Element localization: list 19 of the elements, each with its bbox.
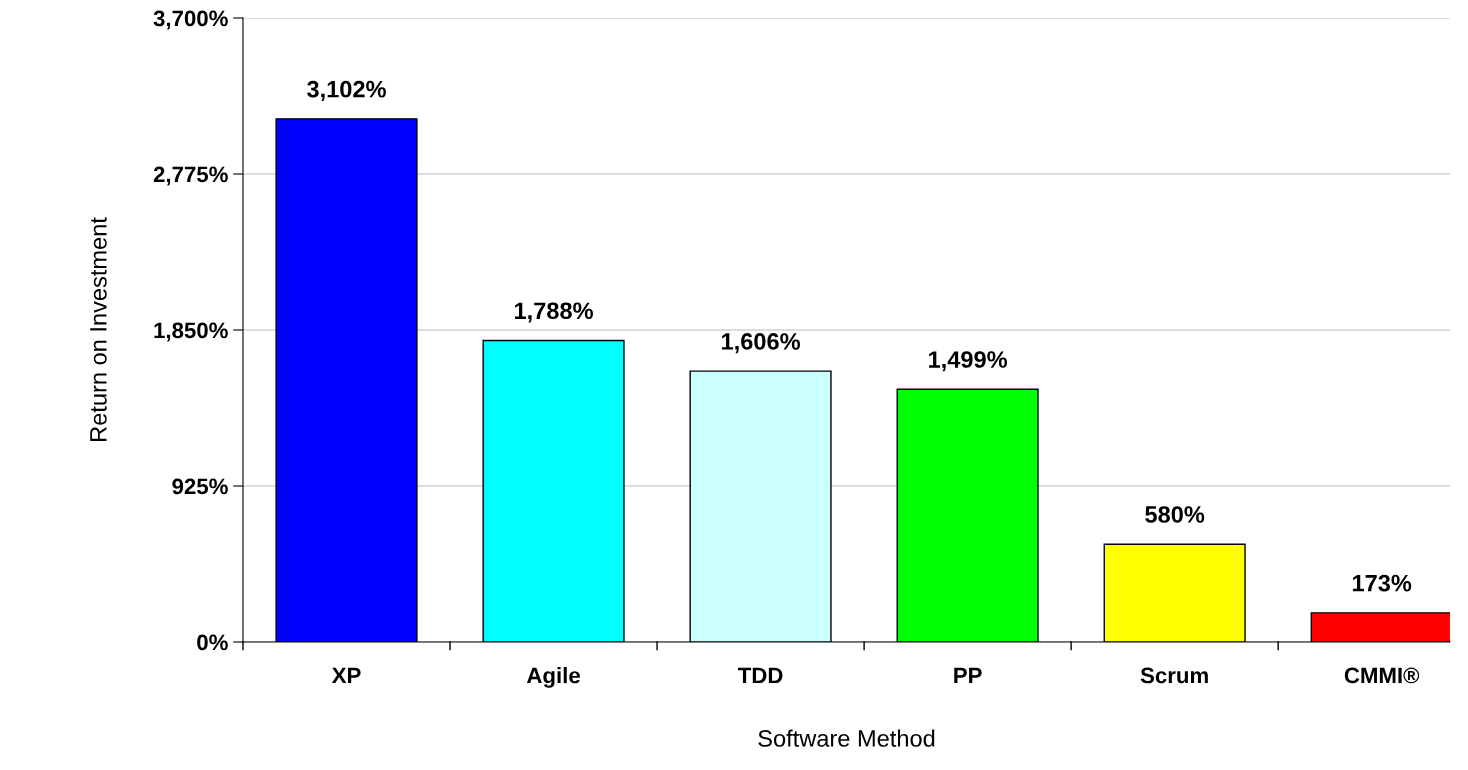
data-label: 1,499%: [929, 351, 1008, 372]
x-tick-label: TDD: [738, 667, 783, 684]
x-tick-label: CMMI®: [1344, 667, 1420, 684]
y-tick-label: 925%: [172, 478, 228, 495]
x-tick-label: XP: [331, 667, 361, 684]
x-tick-label: Scrum: [1140, 667, 1208, 684]
y-tick-label: 2,775%: [153, 166, 228, 186]
y-tick-label: 0%: [197, 634, 228, 651]
data-label: 1,606%: [722, 333, 800, 354]
data-label: 580%: [1145, 506, 1205, 523]
y-tick-label: 3,700%: [153, 10, 228, 30]
y-tick-label: 1,850%: [154, 322, 228, 342]
x-axis-title: Software Method: [758, 729, 935, 747]
y-axis-title: Return on Investment: [90, 217, 107, 441]
x-tick-label: PP: [954, 667, 982, 684]
data-label: 3,102%: [307, 80, 386, 101]
data-label: 1,788%: [515, 302, 593, 323]
x-tick-label: Agile: [526, 667, 580, 688]
data-label: 173%: [1352, 574, 1412, 592]
